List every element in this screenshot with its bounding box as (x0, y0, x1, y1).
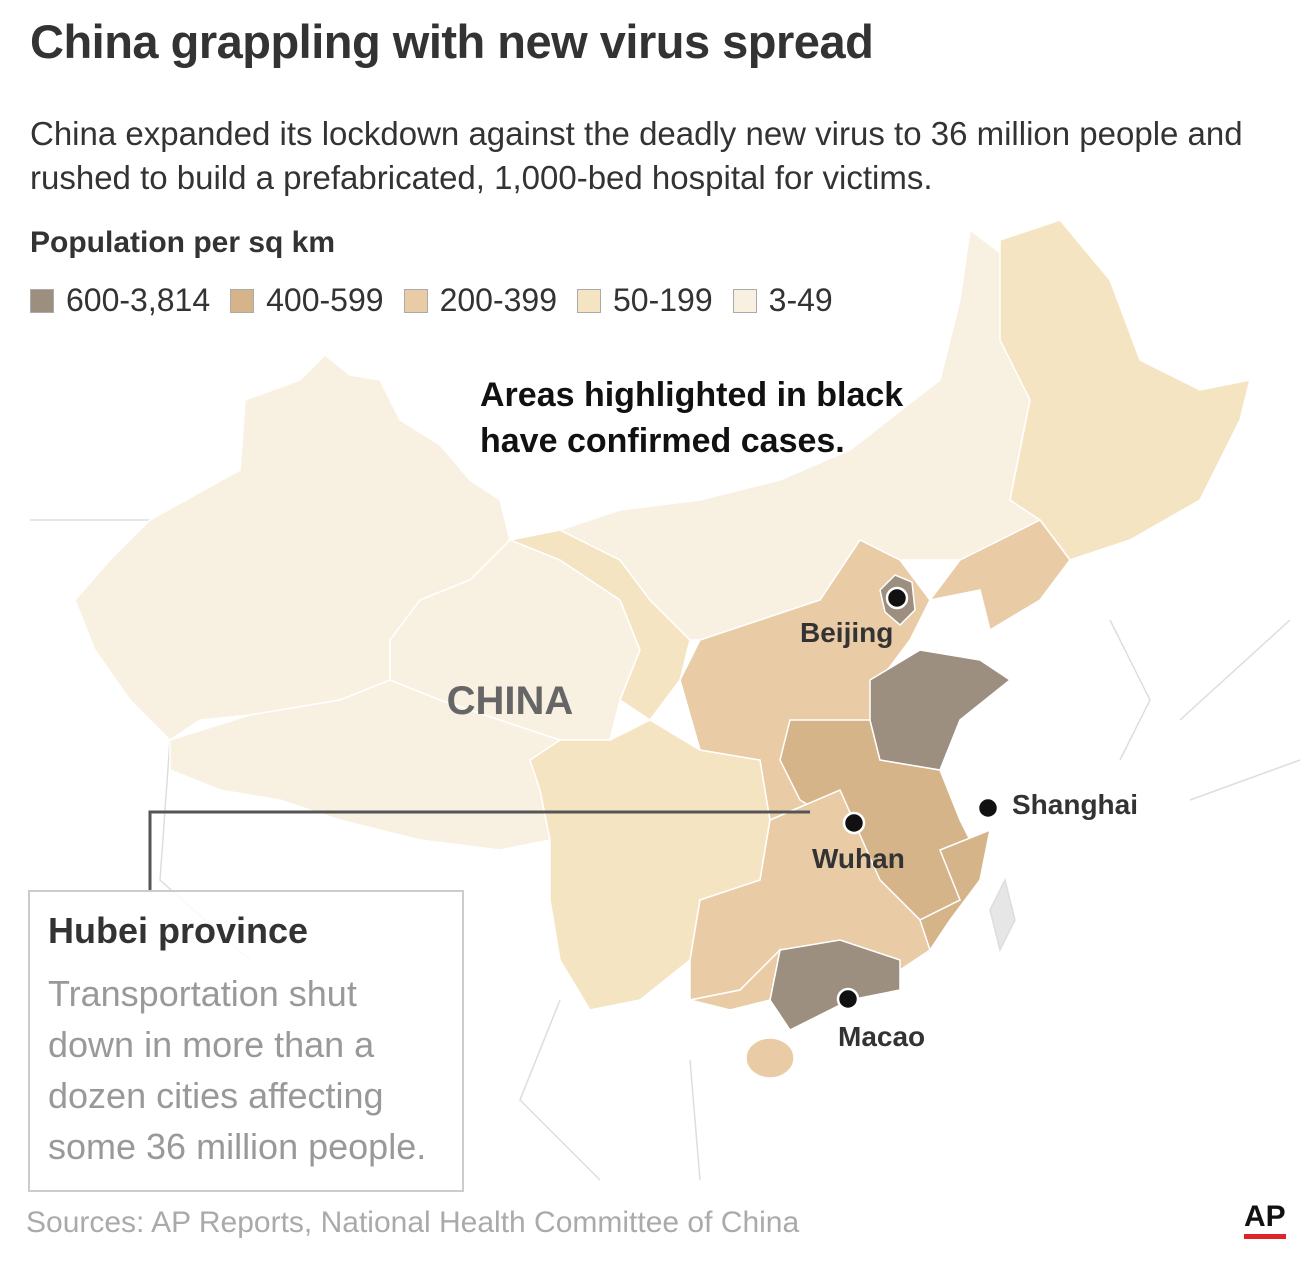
leader-line (148, 810, 810, 890)
legend-item: 400-599 (230, 282, 384, 319)
legend-label: 50-199 (613, 282, 713, 318)
region (745, 1037, 795, 1079)
region (919, 828, 992, 952)
region (74, 353, 511, 741)
source: Sources: AP Reports, National Health Com… (26, 1206, 800, 1239)
region (769, 939, 901, 1031)
callout-box (28, 890, 464, 1192)
callout-line: dozen cities affecting (48, 1075, 384, 1116)
legend-swatch (732, 288, 757, 313)
annotation-line: Areas highlighted in black (480, 376, 903, 414)
neighbors (30, 519, 1301, 1181)
callout-line: down in more than a (48, 1024, 375, 1065)
city-label: Shanghai (1012, 789, 1138, 820)
callout-line: some 36 million people. (48, 1126, 427, 1167)
region (869, 649, 1012, 771)
legend-label: 600-3,814 (66, 282, 211, 318)
region (689, 947, 782, 1011)
annotation-line: have confirmed cases. (480, 422, 845, 460)
callout-text: Transportation shut down in more than a do… (48, 968, 426, 1172)
subtitle: China expanded its lockdown against the … (30, 115, 1243, 196)
logo: AP (1244, 1200, 1286, 1239)
country-label: CHINA (447, 679, 574, 723)
city-label: Wuhan (812, 843, 905, 874)
legend: 600-3,814 400-599 200-399 50-199 3-49 (30, 282, 833, 319)
legend-swatch (403, 288, 428, 313)
legend-label: 3-49 (768, 282, 833, 318)
callout-line: Transportation shut (48, 973, 357, 1014)
city-label: Beijing (800, 617, 893, 648)
provinces (74, 219, 1252, 1079)
city-dot (976, 796, 1000, 820)
legend-item: 50-199 (577, 282, 713, 319)
callout-title: Hubei province (48, 910, 309, 951)
legend-title: Population per sq km (30, 226, 336, 259)
legend-swatch (577, 288, 601, 313)
region (928, 519, 1071, 632)
legend-label: 400-599 (266, 282, 384, 318)
region (999, 219, 1252, 561)
legend-swatch (30, 288, 54, 313)
legend-item: 200-399 (403, 282, 557, 319)
city-dot (836, 987, 860, 1011)
city-label: Macao (838, 1021, 925, 1052)
legend-item: 600-3,814 (30, 282, 210, 319)
legend-swatch (230, 288, 255, 313)
title: China grappling with new virus spread (30, 15, 874, 68)
legend-item: 3-49 (732, 282, 833, 319)
city-dots (836, 586, 1000, 1011)
city-dot (885, 586, 909, 610)
legend-label: 200-399 (439, 282, 557, 318)
city-dot (842, 811, 866, 835)
